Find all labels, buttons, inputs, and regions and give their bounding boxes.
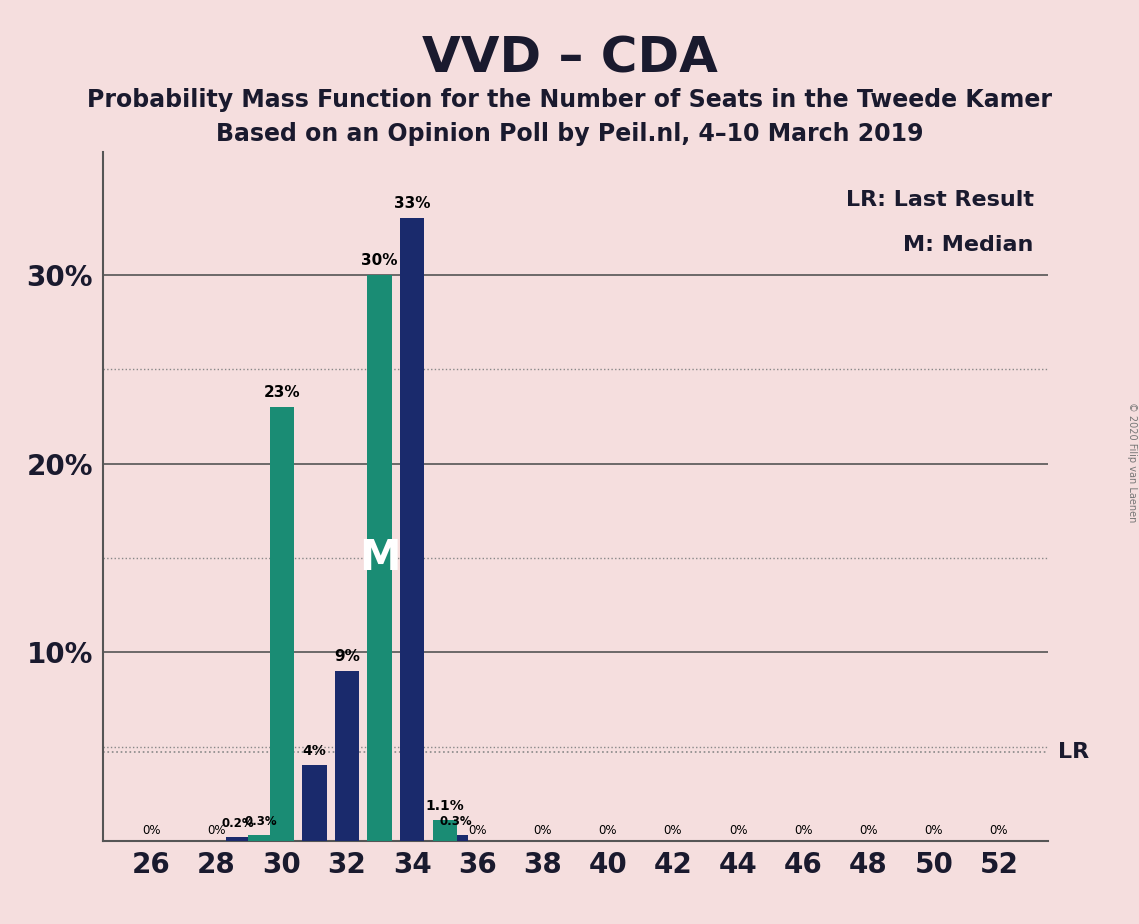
Text: Based on an Opinion Poll by Peil.nl, 4–10 March 2019: Based on an Opinion Poll by Peil.nl, 4–1… <box>215 122 924 146</box>
Bar <box>226 837 251 841</box>
Text: 0%: 0% <box>664 824 682 837</box>
Bar <box>400 218 425 841</box>
Text: 0.3%: 0.3% <box>440 815 473 828</box>
Text: © 2020 Filip van Laenen: © 2020 Filip van Laenen <box>1126 402 1137 522</box>
Text: 9%: 9% <box>334 649 360 663</box>
Bar <box>368 275 392 841</box>
Text: LR: Last Result: LR: Last Result <box>845 190 1034 211</box>
Bar <box>444 835 468 841</box>
Text: 0%: 0% <box>729 824 747 837</box>
Text: 1.1%: 1.1% <box>426 798 465 812</box>
Text: 30%: 30% <box>361 252 398 268</box>
Bar <box>335 671 359 841</box>
Text: 0.3%: 0.3% <box>244 815 277 828</box>
Bar <box>433 821 457 841</box>
Text: 4%: 4% <box>303 744 326 758</box>
Text: 0%: 0% <box>859 824 878 837</box>
Text: Probability Mass Function for the Number of Seats in the Tweede Kamer: Probability Mass Function for the Number… <box>87 88 1052 112</box>
Text: 23%: 23% <box>263 384 300 399</box>
Text: M: Median: M: Median <box>903 235 1034 255</box>
Text: 0%: 0% <box>533 824 552 837</box>
Text: 0%: 0% <box>207 824 226 837</box>
Text: 0%: 0% <box>468 824 486 837</box>
Text: 0%: 0% <box>990 824 1008 837</box>
Text: 0%: 0% <box>794 824 812 837</box>
Text: VVD – CDA: VVD – CDA <box>421 34 718 82</box>
Bar <box>302 765 327 841</box>
Text: 0%: 0% <box>925 824 943 837</box>
Bar <box>248 835 273 841</box>
Text: 33%: 33% <box>394 196 431 211</box>
Text: LR: LR <box>1058 742 1089 762</box>
Text: 0%: 0% <box>598 824 617 837</box>
Text: 0%: 0% <box>142 824 161 837</box>
Text: 0.2%: 0.2% <box>221 817 254 830</box>
Bar <box>270 407 294 841</box>
Text: M: M <box>359 537 400 579</box>
